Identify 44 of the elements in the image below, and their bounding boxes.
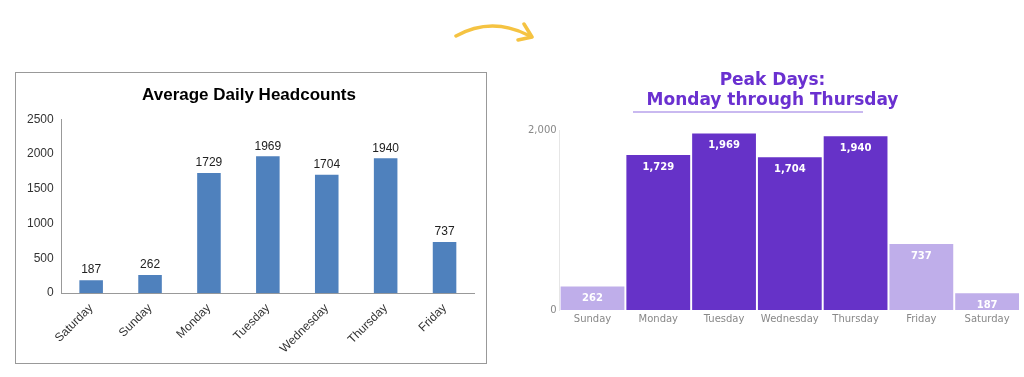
y-tick-label: 1000 xyxy=(26,215,55,230)
x-tick-label: Monday xyxy=(638,312,679,324)
y-tick-label: 500 xyxy=(33,250,55,265)
data-label: 1,729 xyxy=(642,160,675,172)
x-tick-label: Friday xyxy=(906,312,937,324)
data-label: 187 xyxy=(81,262,102,277)
data-label: 1969 xyxy=(254,138,282,153)
bar xyxy=(626,155,691,310)
data-label: 1729 xyxy=(195,155,223,170)
data-label: 1940 xyxy=(372,140,400,155)
data-label: 1,940 xyxy=(839,141,872,153)
bar xyxy=(823,136,888,310)
x-tick-label: Tuesday xyxy=(702,312,745,324)
data-label: 187 xyxy=(976,298,998,310)
bar xyxy=(314,174,339,294)
bar xyxy=(757,157,822,310)
y-tick-label: 2,000 xyxy=(527,124,557,136)
y-tick-label: 0 xyxy=(550,303,557,315)
bar xyxy=(432,241,457,294)
bar xyxy=(197,172,221,294)
bar xyxy=(256,156,280,294)
data-label: 1,969 xyxy=(708,139,740,151)
bar xyxy=(955,293,1020,310)
x-tick-label: Thursday xyxy=(831,312,879,324)
y-tick-label: 2000 xyxy=(26,146,55,161)
bar xyxy=(138,274,162,294)
y-tick-label: 0 xyxy=(47,285,55,300)
data-label: 737 xyxy=(434,224,455,239)
data-label: 262 xyxy=(582,292,603,304)
data-label: 1704 xyxy=(313,157,341,172)
x-tick-label: Saturday xyxy=(964,312,1010,324)
y-tick-label: 2500 xyxy=(26,111,55,126)
data-label: 262 xyxy=(140,257,161,272)
chart-title: Average Daily Headcounts xyxy=(142,84,356,104)
bar xyxy=(889,243,954,310)
y-tick-label: 1500 xyxy=(26,181,55,196)
bar xyxy=(373,158,398,294)
data-label: 737 xyxy=(910,249,932,261)
chart-title: Peak Days: Monday through Thursday xyxy=(646,68,899,110)
data-label: 1,704 xyxy=(773,162,806,174)
bar xyxy=(79,280,103,294)
x-tick-label: Sunday xyxy=(573,312,612,324)
x-tick-label: Wednesday xyxy=(760,312,819,324)
bar xyxy=(692,133,756,310)
